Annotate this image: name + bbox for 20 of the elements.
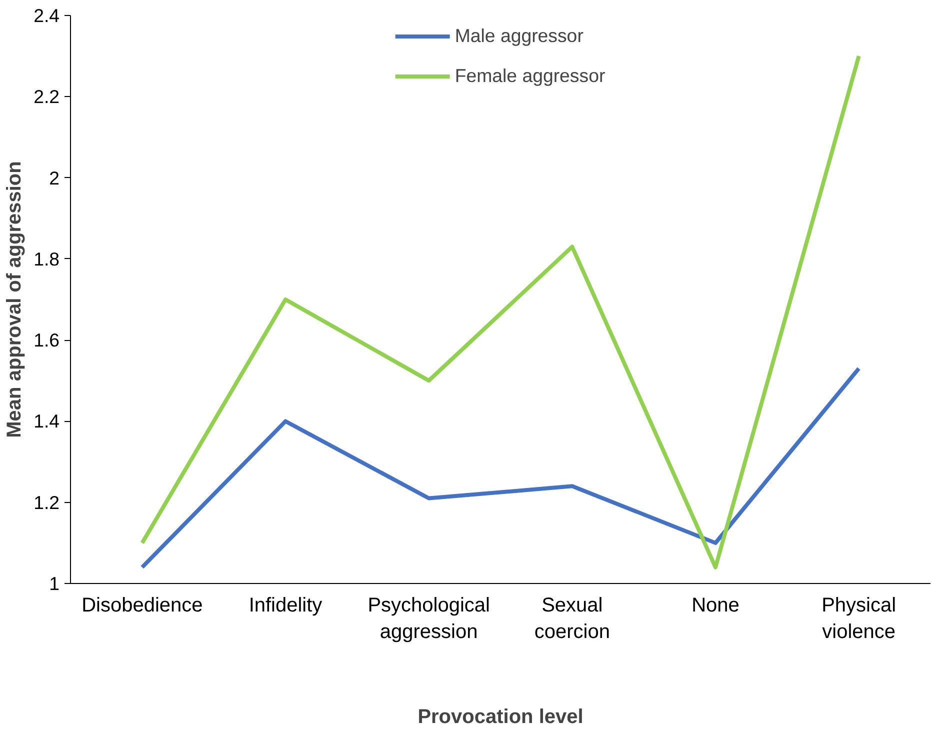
y-tick-label: 2.4	[34, 5, 60, 26]
x-tick-label: None	[692, 594, 740, 616]
y-tick-label: 1.8	[34, 248, 60, 270]
y-tick-label: 2.2	[34, 86, 60, 108]
x-axis-title: Provocation level	[418, 706, 584, 728]
y-tick-label: 1	[49, 573, 60, 594]
x-tick-label: Psychological aggression	[368, 594, 490, 643]
line-series	[140, 54, 861, 570]
y-tick-label: 1.4	[34, 410, 60, 432]
legend-label: Female aggressor	[454, 65, 606, 87]
x-tick-label: Disobedience	[82, 594, 203, 616]
y-tick-label: 2	[49, 167, 60, 188]
x-tick-label: Infidelity	[248, 594, 322, 616]
line-series	[140, 366, 861, 570]
x-tick-label: Sexual coercion	[534, 594, 610, 643]
y-tick-label: 1.6	[34, 330, 60, 351]
y-tick-label: 1.2	[34, 492, 60, 513]
x-tick-label: Physical violence	[822, 594, 896, 643]
legend-label: Male aggressor	[454, 25, 584, 47]
y-axis-title: Mean approval of aggression	[4, 161, 26, 438]
